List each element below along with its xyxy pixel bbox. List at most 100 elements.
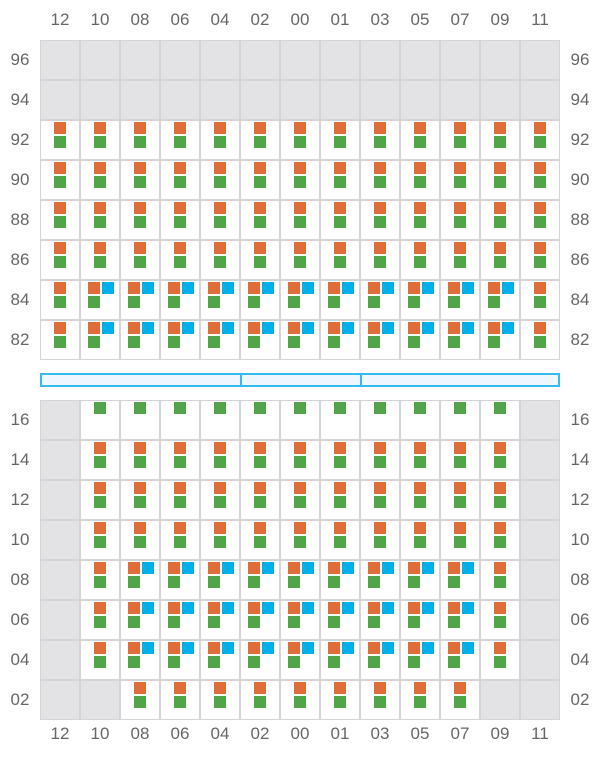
seat-cell[interactable] — [80, 280, 120, 320]
seat-cell[interactable] — [360, 440, 400, 480]
seat-cell[interactable] — [440, 440, 480, 480]
seat-cell[interactable] — [80, 600, 120, 640]
seat-cell[interactable] — [120, 400, 160, 440]
seat-cell[interactable] — [440, 280, 480, 320]
seat-cell[interactable] — [160, 520, 200, 560]
seat-cell[interactable] — [280, 200, 320, 240]
seat-cell[interactable] — [120, 240, 160, 280]
seat-cell[interactable] — [360, 320, 400, 360]
seat-cell[interactable] — [40, 320, 80, 360]
seat-cell[interactable] — [440, 120, 480, 160]
seat-cell[interactable] — [480, 400, 520, 440]
seat-cell[interactable] — [280, 480, 320, 520]
seat-cell[interactable] — [320, 400, 360, 440]
seat-cell[interactable] — [240, 280, 280, 320]
seat-cell[interactable] — [160, 320, 200, 360]
seat-cell[interactable] — [240, 560, 280, 600]
seat-cell[interactable] — [480, 160, 520, 200]
seat-cell[interactable] — [400, 400, 440, 440]
seat-cell[interactable] — [480, 120, 520, 160]
seat-cell[interactable] — [240, 680, 280, 720]
seat-cell[interactable] — [80, 120, 120, 160]
seat-cell[interactable] — [440, 560, 480, 600]
seat-cell[interactable] — [240, 440, 280, 480]
seat-cell[interactable] — [280, 120, 320, 160]
seat-cell[interactable] — [80, 160, 120, 200]
seat-cell[interactable] — [40, 280, 80, 320]
seat-cell[interactable] — [480, 640, 520, 680]
seat-cell[interactable] — [320, 280, 360, 320]
seat-cell[interactable] — [440, 480, 480, 520]
seat-cell[interactable] — [120, 680, 160, 720]
seat-cell[interactable] — [280, 320, 320, 360]
seat-cell[interactable] — [440, 240, 480, 280]
seat-cell[interactable] — [160, 160, 200, 200]
seat-cell[interactable] — [120, 280, 160, 320]
seat-cell[interactable] — [480, 480, 520, 520]
seat-cell[interactable] — [160, 640, 200, 680]
seat-cell[interactable] — [400, 480, 440, 520]
seat-cell[interactable] — [360, 120, 400, 160]
seat-cell[interactable] — [400, 160, 440, 200]
seat-cell[interactable] — [200, 280, 240, 320]
seat-cell[interactable] — [320, 200, 360, 240]
seat-cell[interactable] — [240, 120, 280, 160]
seat-cell[interactable] — [200, 480, 240, 520]
seat-cell[interactable] — [440, 160, 480, 200]
seat-cell[interactable] — [480, 200, 520, 240]
seat-cell[interactable] — [440, 680, 480, 720]
seat-cell[interactable] — [400, 560, 440, 600]
seat-cell[interactable] — [160, 480, 200, 520]
seat-cell[interactable] — [160, 240, 200, 280]
seat-cell[interactable] — [160, 600, 200, 640]
seat-cell[interactable] — [120, 200, 160, 240]
seat-cell[interactable] — [360, 600, 400, 640]
seat-cell[interactable] — [240, 400, 280, 440]
seat-cell[interactable] — [440, 320, 480, 360]
seat-cell[interactable] — [200, 680, 240, 720]
seat-cell[interactable] — [280, 560, 320, 600]
seat-cell[interactable] — [80, 520, 120, 560]
seat-cell[interactable] — [520, 280, 560, 320]
seat-cell[interactable] — [440, 640, 480, 680]
seat-cell[interactable] — [240, 520, 280, 560]
seat-cell[interactable] — [40, 200, 80, 240]
seat-cell[interactable] — [40, 240, 80, 280]
seat-cell[interactable] — [280, 520, 320, 560]
seat-cell[interactable] — [400, 440, 440, 480]
seat-cell[interactable] — [40, 160, 80, 200]
seat-cell[interactable] — [200, 600, 240, 640]
seat-cell[interactable] — [360, 560, 400, 600]
seat-cell[interactable] — [160, 440, 200, 480]
seat-cell[interactable] — [440, 600, 480, 640]
seat-cell[interactable] — [80, 640, 120, 680]
seat-cell[interactable] — [240, 320, 280, 360]
seat-cell[interactable] — [400, 680, 440, 720]
seat-cell[interactable] — [120, 440, 160, 480]
seat-cell[interactable] — [280, 240, 320, 280]
seat-cell[interactable] — [320, 680, 360, 720]
seat-cell[interactable] — [400, 240, 440, 280]
seat-cell[interactable] — [360, 280, 400, 320]
seat-cell[interactable] — [320, 120, 360, 160]
seat-cell[interactable] — [160, 400, 200, 440]
seat-cell[interactable] — [280, 680, 320, 720]
seat-cell[interactable] — [200, 120, 240, 160]
seat-cell[interactable] — [200, 320, 240, 360]
seat-cell[interactable] — [400, 200, 440, 240]
seat-cell[interactable] — [320, 520, 360, 560]
seat-cell[interactable] — [120, 640, 160, 680]
seat-cell[interactable] — [120, 160, 160, 200]
seat-cell[interactable] — [360, 240, 400, 280]
seat-cell[interactable] — [320, 240, 360, 280]
seat-cell[interactable] — [200, 200, 240, 240]
seat-cell[interactable] — [120, 480, 160, 520]
seat-cell[interactable] — [280, 440, 320, 480]
seat-cell[interactable] — [480, 440, 520, 480]
seat-cell[interactable] — [440, 200, 480, 240]
seat-cell[interactable] — [520, 320, 560, 360]
seat-cell[interactable] — [520, 200, 560, 240]
seat-cell[interactable] — [200, 520, 240, 560]
seat-cell[interactable] — [240, 160, 280, 200]
seat-cell[interactable] — [360, 520, 400, 560]
